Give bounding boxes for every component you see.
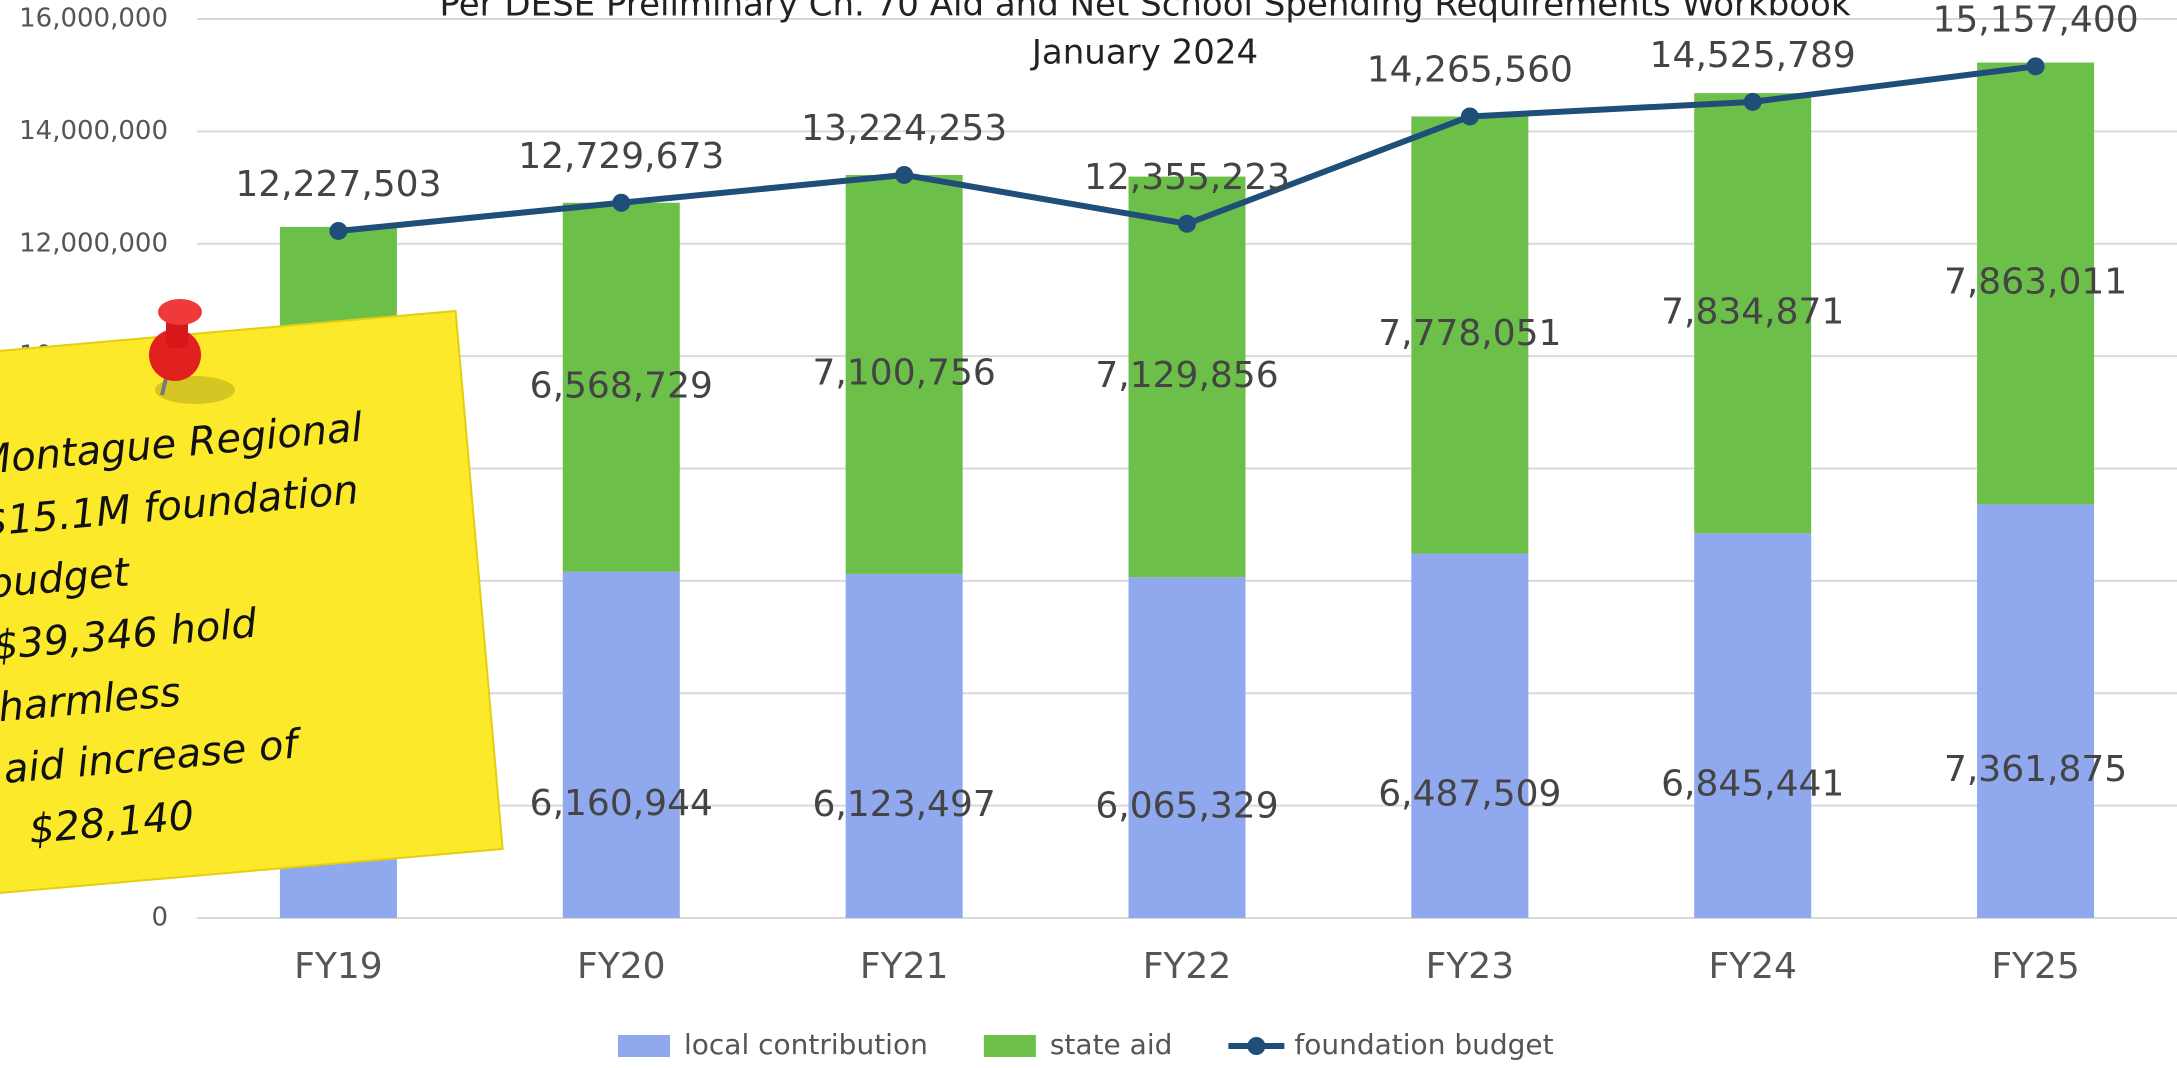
x-tick-label: FY24 [1708,946,1797,987]
bar-segment [1694,93,1812,534]
legend-label: local contribution [684,1028,928,1061]
data-label: 13,224,253 [801,108,1007,149]
data-label: 14,265,560 [1367,49,1573,90]
line-point [1743,92,1762,111]
bar-segment [1977,62,2095,505]
line-point [1460,107,1479,126]
x-tick-label: FY25 [1991,946,2080,987]
bar-segment [562,571,680,918]
bar-segment [1128,176,1246,578]
data-label: 14,525,789 [1650,35,1856,76]
x-tick-label: FY19 [294,946,383,987]
y-tick-label: 12,000,000 [19,228,168,258]
x-tick-label: FY20 [577,946,666,987]
data-label: 6,487,509 [1378,774,1561,815]
data-label: 15,157,400 [1933,0,2139,40]
data-label: 6,065,329 [1095,786,1278,827]
bar-segment [1411,116,1529,554]
x-tick-label: FY21 [860,946,949,987]
y-tick-label: 16,000,000 [19,4,168,34]
data-label: 6,123,497 [813,784,996,825]
bar-segment [845,573,963,918]
pin-head [158,299,202,325]
data-label: 6,568,729 [530,365,713,406]
data-label: 7,361,875 [1944,749,2127,790]
data-label: 6,160,944 [530,783,713,824]
line-point [2026,57,2045,76]
legend-swatch [983,1035,1036,1057]
bar-segment [1128,577,1246,918]
bar-segment [1694,533,1812,918]
line-point [895,165,914,184]
legend-swatch [618,1035,670,1057]
x-tick-label: FY23 [1426,946,1515,987]
legend-dot [1247,1037,1266,1055]
data-label: 7,834,871 [1661,291,1844,332]
bar-segment [1411,553,1529,918]
data-label: 7,100,756 [813,352,996,393]
line-point [612,193,631,212]
sticky-note: Montague Regional$15.1M foundationbudget… [0,309,504,896]
pin-shadow [155,376,235,404]
line-point [329,221,348,240]
note-paper [0,310,503,895]
y-tick-label: 14,000,000 [19,116,168,146]
data-label: 7,129,856 [1095,355,1278,396]
data-label: 7,863,011 [1944,261,2127,302]
bar-segment [845,174,963,574]
bar-segment [562,202,680,572]
chart-title: Per DESE Preliminary Ch. 70 Aid and Net … [439,0,1850,25]
pushpin [149,299,235,404]
legend-label: foundation budget [1294,1028,1553,1061]
chart-subtitle: January 2024 [1030,33,1258,73]
x-tick-label: FY22 [1143,946,1232,987]
y-tick-label: 0 [151,903,168,933]
bar-segment [1977,504,2095,918]
data-label: 7,778,051 [1378,313,1561,354]
data-label: 12,355,223 [1084,157,1290,198]
data-label: 12,729,673 [518,136,724,177]
data-label: 6,845,441 [1661,764,1844,805]
note-edge [0,309,504,896]
data-label: 12,227,503 [235,164,441,205]
legend-label: state aid [1050,1028,1173,1061]
line-point [1178,214,1196,233]
